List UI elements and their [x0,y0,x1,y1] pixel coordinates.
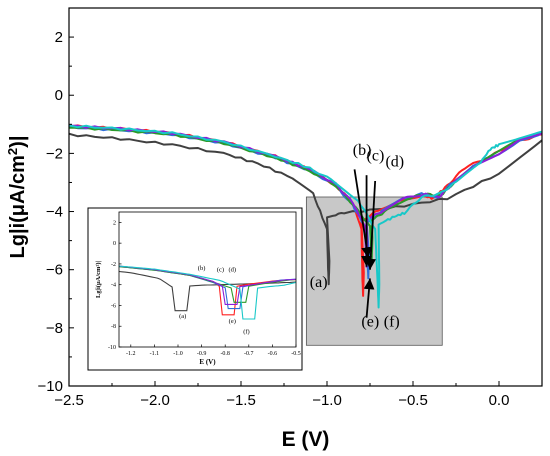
x-tick-label: 0.0 [489,392,510,409]
inset-annotation-a: (a) [179,313,186,320]
annotation-a: (a) [310,274,328,291]
y-tick-label: −2 [46,145,63,162]
inset-x-tick-label: -1.0 [173,351,183,357]
inset-x-tick-label: -0.8 [220,351,230,357]
inset-frame [118,211,297,348]
inset-y-axis-title: Lg|i(μA/cm²)| [95,261,102,298]
annotation-arrow-4 [363,278,375,318]
annotation-b: (b) [353,142,372,159]
y-axis-title: Lg|i(μA/cm2)| [5,136,29,259]
x-axis-title: E (V) [282,428,330,451]
inset-y-tick-label: -6 [111,303,116,309]
y-tick-label: 0 [55,87,63,104]
inset-plot: -1.2 -1.1 -1.0 -0.9 -0.8 -0.7 -0.6 -0.5 -10 -8 -6 -… [87,207,303,371]
annotation-e: (e) [361,313,379,330]
inset-annotation-d: (d) [228,267,236,274]
x-tick-label: −2.5 [54,392,84,409]
inset-annotation-e: (e) [229,318,236,325]
inset-x-tick-label: -0.5 [291,351,301,357]
y-tick-label: −10 [38,378,63,395]
x-tick-label: −2.0 [140,392,170,409]
inset-x-tick-label: -0.9 [197,351,207,357]
annotation-f: (f) [384,313,400,330]
main-plot: (a)(b)(c) (d)(e) (f)−2.5 −2.0 −1.5 −1.0 −0.5 0.… [5,7,543,451]
inset-annotation-c: (c) [217,267,224,274]
y-tick-label: −6 [46,262,63,279]
inset-x-tick-label: -0.6 [268,351,278,357]
inset-y-tick-label: 2 [113,220,116,226]
curve-f [69,124,542,309]
annotation-arrow-3 [365,180,377,270]
inset-y-tick-label: 0 [113,241,116,247]
inset-x-tick-label: -1.2 [126,351,136,357]
inset-background [87,207,303,371]
inset-y-tick-label: -4 [111,283,116,289]
y-tick-label: −4 [46,204,63,221]
inset-y-tick-label: -2 [111,262,116,268]
inset-curve-f [119,265,296,320]
y-tick-label: 2 [55,29,63,46]
inset-curves [119,265,296,320]
x-tick-label: −0.5 [398,392,428,409]
x-tick-label: −1.0 [312,392,342,409]
inset-x-tick-label: -0.7 [244,351,254,357]
y-tick-label: −8 [46,320,63,337]
annotation-c: (c) [367,148,385,165]
inset-annotation-b: (b) [198,265,206,272]
plot-frame [68,7,543,387]
inset-x-tick-label: -1.1 [150,351,160,357]
inset-y-tick-label: -10 [108,345,116,351]
inset-annotation-f: (f) [243,329,250,336]
x-tick-label: −1.5 [226,392,256,409]
inset-x-axis-title: E (V) [199,358,216,366]
annotation-d: (d) [385,153,404,170]
inset-y-tick-label: -8 [111,324,116,330]
